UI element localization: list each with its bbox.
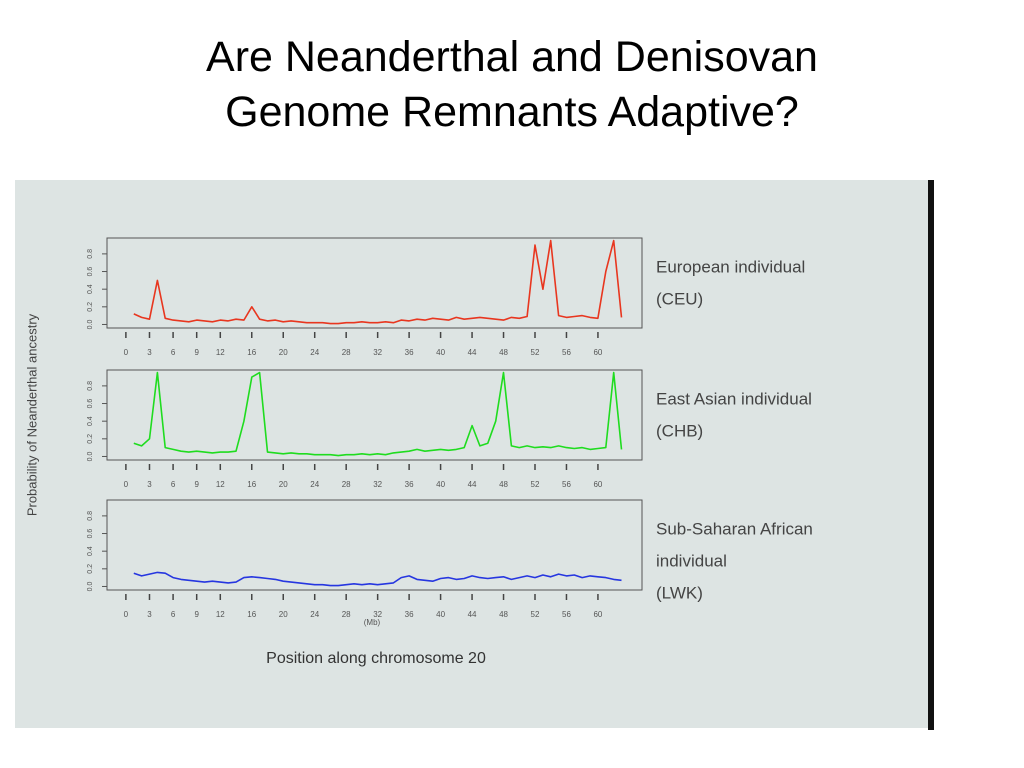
x-tick-label: 12	[216, 348, 225, 357]
y-tick-label: 0.2	[87, 564, 94, 574]
x-tick-label: 16	[247, 348, 256, 357]
x-axis-label: Position along chromosome 20	[266, 650, 486, 667]
series-line	[133, 571, 622, 587]
x-tick-label: 16	[247, 480, 256, 489]
plot-frame	[106, 499, 643, 591]
x-tick-label: 24	[310, 348, 319, 357]
x-tick-label: 56	[562, 610, 571, 619]
y-tick-label: 0.6	[87, 267, 94, 277]
y-tick-label: 0.0	[87, 319, 94, 329]
y-tick-label: 0.8	[87, 511, 94, 521]
panel-label: (CEU)	[656, 289, 703, 308]
y-tick-label: 0.4	[87, 546, 94, 556]
x-tick-label: 44	[468, 610, 477, 619]
x-tick-label: 60	[593, 480, 602, 489]
panel-label: East Asian individual	[656, 389, 812, 408]
y-tick-label: 0.0	[87, 581, 94, 591]
x-tick-label: 40	[436, 348, 445, 357]
x-tick-label: 0	[124, 348, 129, 357]
y-tick-label: 0.8	[87, 381, 94, 391]
x-tick-label: 12	[216, 610, 225, 619]
x-tick-label: 48	[499, 348, 508, 357]
figure-background	[15, 180, 928, 728]
x-tick-label: 28	[342, 480, 351, 489]
y-tick-label: 0.6	[87, 399, 94, 409]
series-line	[133, 371, 623, 457]
title-line: Are Neanderthal and Denisovan	[206, 33, 818, 81]
x-tick-label: 52	[531, 480, 540, 489]
x-tick-label: 32	[373, 348, 382, 357]
x-tick-label: 44	[468, 348, 477, 357]
x-tick-label: 20	[279, 610, 288, 619]
x-tick-label: 56	[562, 480, 571, 489]
y-tick-label: 0.0	[87, 451, 94, 461]
x-tick-label: 36	[405, 610, 414, 619]
x-tick-label: 52	[531, 610, 540, 619]
frame-edge	[928, 180, 934, 730]
y-axis-label: Probability of Neanderthal ancestry	[24, 313, 39, 516]
panel-label: (CHB)	[656, 421, 703, 440]
panel-label: (LWK)	[656, 583, 703, 602]
x-tick-label: 12	[216, 480, 225, 489]
x-tick-label: 36	[405, 348, 414, 357]
y-tick-label: 0.6	[87, 529, 94, 539]
y-tick-label: 0.4	[87, 416, 94, 426]
y-tick-label: 0.8	[87, 249, 94, 259]
x-tick-label: 56	[562, 348, 571, 357]
y-tick-label: 0.4	[87, 284, 94, 294]
x-tick-label: 28	[342, 610, 351, 619]
x-tick-label: 6	[171, 610, 176, 619]
x-tick-label: 9	[194, 348, 199, 357]
x-tick-label: 16	[247, 610, 256, 619]
x-tick-label: 60	[593, 610, 602, 619]
x-tick-label: 3	[147, 480, 152, 489]
x-tick-label: 20	[279, 348, 288, 357]
y-tick-label: 0.2	[87, 434, 94, 444]
x-tick-label: 36	[405, 480, 414, 489]
x-tick-label: 0	[124, 480, 129, 489]
x-tick-label: 48	[499, 610, 508, 619]
panel-label: European individual	[656, 257, 805, 276]
x-tick-label: 48	[499, 480, 508, 489]
x-tick-label: 3	[147, 348, 152, 357]
x-unit: (Mb)	[364, 618, 381, 627]
x-tick-label: 6	[171, 480, 176, 489]
x-tick-label: 20	[279, 480, 288, 489]
x-tick-label: 52	[531, 348, 540, 357]
series-line	[133, 239, 623, 325]
plot-frame	[106, 369, 643, 461]
x-tick-label: 44	[468, 480, 477, 489]
x-tick-label: 9	[194, 610, 199, 619]
slide-title: Are Neanderthal and Denisovan Genome Rem…	[0, 30, 1024, 140]
x-tick-label: 40	[436, 480, 445, 489]
panel-label: Sub-Saharan African	[656, 519, 813, 538]
plot-frame	[106, 237, 643, 329]
x-tick-label: 6	[171, 348, 176, 357]
panel-label: individual	[656, 551, 727, 570]
y-tick-label: 0.2	[87, 302, 94, 312]
x-tick-label: 0	[124, 610, 129, 619]
x-tick-label: 28	[342, 348, 351, 357]
title-line: Genome Remnants Adaptive?	[225, 88, 799, 136]
x-tick-label: 32	[373, 610, 382, 619]
x-tick-label: 24	[310, 480, 319, 489]
x-tick-label: 3	[147, 610, 152, 619]
x-tick-label: 9	[194, 480, 199, 489]
x-tick-label: 40	[436, 610, 445, 619]
x-tick-label: 32	[373, 480, 382, 489]
x-tick-label: 24	[310, 610, 319, 619]
x-tick-label: 60	[593, 348, 602, 357]
